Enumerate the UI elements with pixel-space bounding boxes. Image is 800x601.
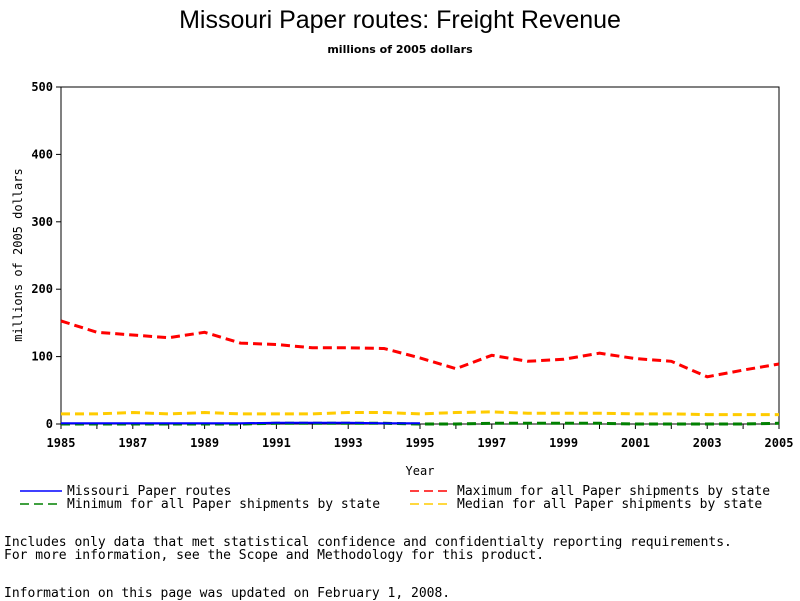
y-tick-label: 400 xyxy=(31,147,53,161)
x-tick-label: 1989 xyxy=(190,436,219,450)
x-tick-label: 1997 xyxy=(477,436,506,450)
x-axis: 1985 1987 1989 1991 1993 1995 1997 1999 2001 2003… xyxy=(47,424,794,450)
x-tick-label: 1991 xyxy=(262,436,291,450)
y-tick-label: 300 xyxy=(31,215,53,229)
y-tick-label: 0 xyxy=(46,417,53,431)
y-tick-label: 500 xyxy=(31,80,53,94)
y-axis: 0 100 200 300 400 500 xyxy=(31,80,61,431)
series-line-3 xyxy=(61,410,779,417)
y-tick-label: 100 xyxy=(31,350,53,364)
x-tick-label: 1995 xyxy=(406,436,435,450)
x-tick-label: 2001 xyxy=(621,436,650,450)
legend-label: Median for all Paper shipments by state xyxy=(457,497,762,512)
series-line-0 xyxy=(61,421,420,425)
legend-label: Maximum for all Paper shipments by state xyxy=(457,484,770,499)
chart-title: Missouri Paper routes: Freight Revenue xyxy=(179,6,621,34)
legend-label: Missouri Paper routes xyxy=(67,484,231,499)
legend-label: Minimum for all Paper shipments by state xyxy=(67,497,380,512)
chart-subtitle: millions of 2005 dollars xyxy=(327,43,473,56)
x-tick-label: 1993 xyxy=(334,436,363,450)
plot-area-frame xyxy=(60,86,780,425)
x-tick-label: 2005 xyxy=(765,436,794,450)
x-tick-label: 2003 xyxy=(693,436,722,450)
line-chart: 0 100 200 300 400 500 1985 1987 1989 1991 1993 199… xyxy=(11,80,794,512)
note-methodology: For more information, see the Scope and … xyxy=(4,548,545,563)
note-confidence: Includes only data that met statistical … xyxy=(4,535,732,550)
series-group xyxy=(60,319,780,426)
y-axis-label: millions of 2005 dollars xyxy=(11,168,25,341)
y-tick-label: 200 xyxy=(31,282,53,296)
series-line-1 xyxy=(60,319,780,379)
x-tick-label: 1987 xyxy=(118,436,147,450)
x-axis-label: Year xyxy=(406,464,435,478)
x-tick-label: 1985 xyxy=(47,436,76,450)
x-tick-label: 1999 xyxy=(549,436,578,450)
legend: Missouri Paper routes Maximum for all Pap… xyxy=(20,484,770,512)
note-updated: Information on this page was updated on … xyxy=(4,586,451,601)
